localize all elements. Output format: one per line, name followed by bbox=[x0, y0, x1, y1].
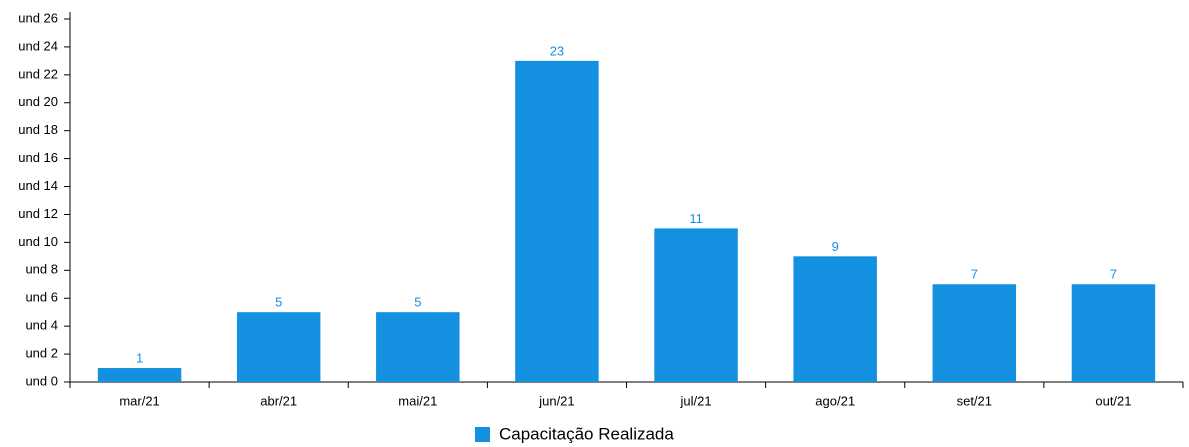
y-tick-label: und 22 bbox=[18, 66, 58, 81]
y-tick-label: und 8 bbox=[25, 262, 58, 277]
data-label: 5 bbox=[275, 295, 282, 310]
x-tick-label: mar/21 bbox=[119, 393, 159, 408]
x-tick-label: out/21 bbox=[1095, 393, 1131, 408]
legend-label: Capacitação Realizada bbox=[499, 424, 674, 443]
x-tick-label: abr/21 bbox=[260, 393, 297, 408]
data-label: 7 bbox=[971, 267, 978, 282]
bar bbox=[236, 312, 321, 382]
data-label: 23 bbox=[550, 43, 564, 58]
y-tick-label: und 24 bbox=[18, 38, 58, 53]
y-tick-label: und 6 bbox=[25, 290, 58, 305]
x-tick-label: ago/21 bbox=[815, 393, 855, 408]
y-tick-label: und 20 bbox=[18, 94, 58, 109]
bar bbox=[515, 60, 599, 383]
y-tick-label: und 16 bbox=[18, 150, 58, 165]
data-label: 11 bbox=[689, 211, 703, 226]
bar bbox=[932, 284, 1017, 382]
bar bbox=[97, 368, 182, 382]
bar bbox=[793, 256, 877, 382]
y-tick-label: und 2 bbox=[25, 346, 58, 361]
y-tick-label: und 18 bbox=[18, 122, 58, 137]
x-tick-label: mai/21 bbox=[398, 393, 437, 408]
y-tick-label: und 26 bbox=[18, 10, 58, 25]
x-tick-label: jun/21 bbox=[538, 393, 574, 408]
y-tick-label: und 12 bbox=[18, 206, 58, 221]
x-tick-label: set/21 bbox=[957, 393, 992, 408]
data-label: 5 bbox=[414, 295, 421, 310]
y-tick-label: und 0 bbox=[25, 373, 58, 388]
data-label: 9 bbox=[832, 239, 839, 254]
bar bbox=[654, 228, 738, 382]
data-label: 7 bbox=[1110, 267, 1117, 282]
y-tick-label: und 4 bbox=[25, 318, 58, 333]
data-label: 1 bbox=[136, 350, 143, 365]
legend-swatch bbox=[475, 427, 490, 442]
bar bbox=[376, 312, 460, 382]
x-tick-label: jul/21 bbox=[680, 393, 712, 408]
y-tick-label: und 14 bbox=[18, 178, 58, 193]
y-tick-label: und 10 bbox=[18, 234, 58, 249]
bar bbox=[1071, 284, 1156, 382]
